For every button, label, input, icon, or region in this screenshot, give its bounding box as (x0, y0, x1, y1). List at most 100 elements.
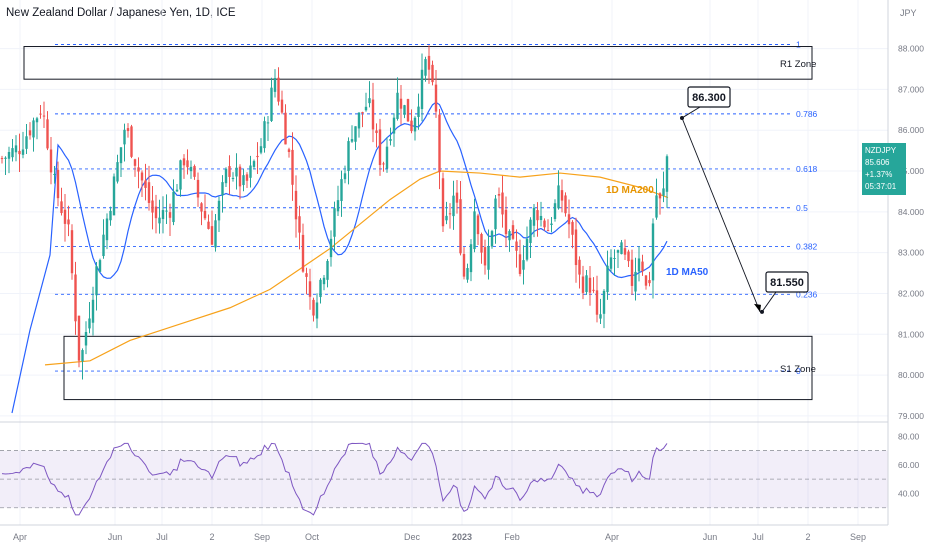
candle-body (494, 198, 497, 230)
callout-anchor-dot (760, 309, 764, 314)
candle-body (0, 158, 4, 160)
candle-body (616, 250, 620, 253)
ma50-label: 1D MA50 (666, 267, 709, 278)
candle-body (469, 244, 473, 273)
candle-body (480, 234, 483, 253)
candle-body (518, 254, 522, 274)
fib-level-label: 1 (796, 39, 801, 49)
price-tick-label: 87.000 (898, 84, 924, 94)
candle-body (200, 203, 203, 212)
candle-body (648, 280, 651, 284)
candle-body (567, 214, 571, 225)
candle-body (382, 163, 385, 165)
candle-body (175, 189, 179, 192)
candle-body (641, 261, 644, 272)
candle-body (32, 120, 35, 138)
candle-body (315, 302, 319, 319)
candle-body (133, 159, 137, 166)
candle-body (532, 207, 536, 226)
candle-body (161, 210, 165, 219)
candle-body (375, 130, 378, 134)
candle-body (95, 266, 98, 296)
candle-body (130, 126, 133, 157)
candle-body (522, 260, 525, 270)
candle-body (476, 215, 480, 235)
candle-body (193, 166, 196, 177)
candle-body (560, 190, 564, 201)
time-tick-label: Apr (605, 532, 619, 542)
candle-body (291, 149, 294, 185)
candle-body (515, 241, 518, 251)
candle-body (557, 185, 560, 209)
candle-body (438, 114, 441, 173)
price-tick-label: 88.000 (898, 44, 924, 54)
zone-label: R1 Zone (780, 59, 816, 70)
candle-body (431, 64, 434, 83)
price-tick-label: 86.000 (898, 125, 924, 135)
candle-body (452, 195, 455, 217)
candle-body (487, 246, 490, 270)
candle-body (644, 275, 648, 286)
candle-body (42, 115, 46, 117)
candle-body (228, 166, 231, 177)
candle-body (364, 106, 368, 111)
candle-body (662, 188, 665, 196)
candle-body (508, 231, 511, 241)
candle-body (564, 195, 567, 214)
candle-body (105, 218, 109, 241)
candle-body (459, 199, 462, 254)
candle-body (203, 210, 207, 219)
candle-body (368, 98, 371, 104)
candle-body (658, 193, 662, 199)
time-tick-label: Jun (703, 532, 718, 542)
candle-body (396, 92, 399, 119)
candle-body (504, 209, 508, 235)
candle-body (259, 146, 263, 153)
time-tick-label: Jul (156, 532, 168, 542)
time-tick-label: Apr (13, 532, 27, 542)
candle-body (266, 122, 270, 124)
candle-body (308, 281, 312, 297)
time-tick-label: Feb (504, 532, 520, 542)
time-tick-label: Jul (752, 532, 764, 542)
candle-body (39, 113, 42, 115)
candle-body (280, 99, 284, 113)
candle-body (21, 149, 25, 155)
candle-body (123, 129, 126, 145)
price-tag-change: +1.37% (865, 170, 893, 179)
candle-body (539, 215, 543, 221)
candle-body (399, 98, 403, 109)
candle-body (147, 182, 151, 203)
candle-body (392, 117, 396, 134)
candle-body (158, 217, 161, 224)
callout-pointer (681, 106, 701, 119)
candle-body (60, 201, 63, 214)
candle-body (284, 112, 287, 145)
candle-body (613, 258, 616, 260)
candle-body (28, 130, 32, 136)
price-tick-label: 85.000 (898, 166, 924, 176)
zone-box (63, 335, 813, 401)
candle-body (420, 69, 424, 110)
time-tick-label: Jun (108, 532, 123, 542)
candle-body (333, 208, 336, 237)
candle-body (67, 219, 70, 225)
candle-body (88, 318, 91, 329)
candle-body (14, 145, 18, 153)
candle-body (553, 203, 557, 219)
callout-label: 81.550 (770, 277, 804, 289)
fib-level-label: 0.236 (796, 289, 818, 299)
currency-label: JPY (900, 8, 917, 18)
candle-body (102, 234, 105, 257)
callout-anchor-dot (680, 115, 684, 120)
candle-body (207, 221, 210, 229)
candle-body (413, 117, 417, 132)
candle-body (98, 260, 102, 272)
candle-body (249, 165, 252, 178)
candle-body (637, 258, 641, 272)
candle-body (354, 126, 357, 142)
callout-pointer (761, 291, 777, 313)
candle-body (361, 112, 364, 114)
candle-body (634, 271, 637, 292)
